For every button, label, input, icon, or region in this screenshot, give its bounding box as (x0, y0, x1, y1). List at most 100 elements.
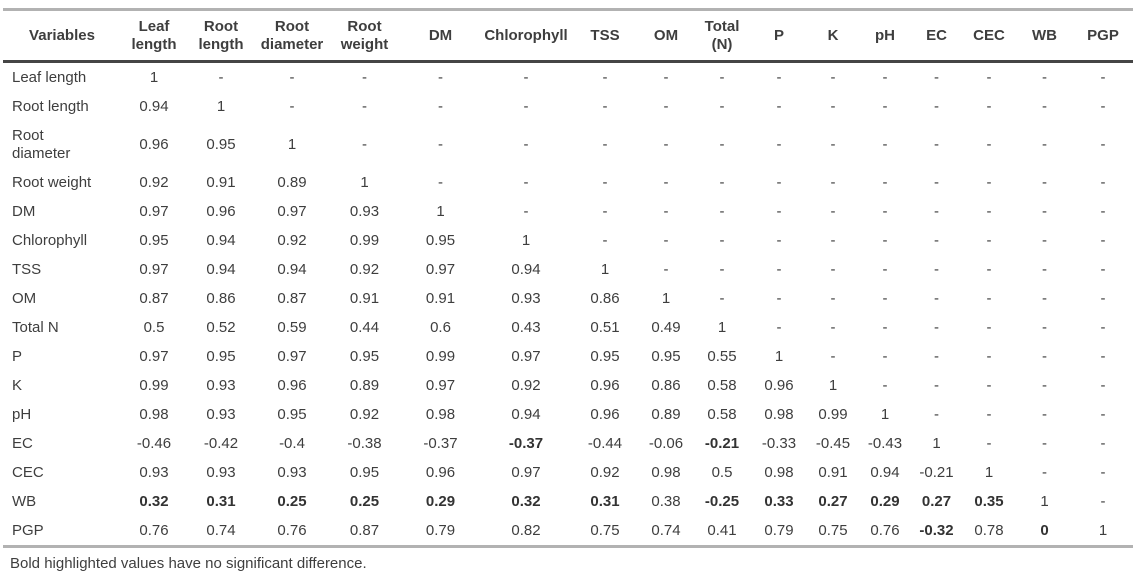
table-cell: - (719, 97, 725, 115)
table-cell: -0.06 (648, 434, 684, 452)
table-cell: - (1042, 347, 1047, 365)
table-footnote: Bold highlighted values have no signific… (10, 555, 367, 573)
table-cell: 0.87 (139, 289, 169, 307)
table-cell: 0.82 (511, 521, 541, 539)
table-cell: 0.97 (511, 463, 541, 481)
table-cell: 0.97 (425, 376, 456, 394)
table-cell: - (776, 260, 782, 278)
table-cell: 0.94 (206, 231, 236, 249)
table-cell: - (663, 173, 669, 191)
table-header: Variables Leaf length Root length Root diam… (3, 9, 1133, 64)
table-cell: - (934, 231, 939, 249)
table-row: EC -0.46 -0.42 -0.4 -0.38 -0.37 -0.37 -0.44 -0.0… (3, 429, 1133, 458)
table-cell: - (663, 68, 669, 86)
table-cell: 0.95 (651, 347, 681, 365)
table-cell: - (882, 135, 888, 153)
table-cell: 0.32 (139, 492, 169, 510)
table-cell: - (830, 202, 836, 220)
table-cell: 0.91 (425, 289, 456, 307)
table-cell: 1 (774, 347, 784, 365)
table-cell: 1 (436, 202, 445, 220)
row-label: EC (12, 434, 33, 452)
row-label: CEC (12, 463, 44, 481)
table-row: OM 0.87 0.86 0.87 0.91 0.91 0.93 0.86 1 - - - - - - - - (3, 284, 1133, 313)
table-cell: 0.96 (590, 376, 620, 394)
table-cell: - (1100, 347, 1106, 365)
table-cell: 0.93 (277, 463, 307, 481)
table-cell: 0.98 (764, 405, 794, 423)
table-cell: - (1042, 97, 1047, 115)
table-cell: - (882, 289, 888, 307)
table-cell: 0.98 (651, 463, 681, 481)
table-cell: 0.92 (511, 376, 541, 394)
table-cell: 0.94 (139, 97, 169, 115)
table-cell: - (934, 405, 939, 423)
table-cell: 0.93 (206, 463, 236, 481)
table-cell: 0.93 (349, 202, 380, 220)
row-label: WB (12, 492, 37, 510)
table-cell: 0.5 (711, 463, 733, 481)
table-cell: 0.97 (425, 260, 456, 278)
table-cell: - (934, 289, 939, 307)
table-cell: - (1042, 463, 1047, 481)
table-cell: - (882, 202, 888, 220)
table-cell: 0.91 (349, 289, 380, 307)
table-cell: - (719, 135, 725, 153)
table-row: K 0.99 0.93 0.96 0.89 0.97 0.92 0.96 0.86 0.58 0.9… (3, 371, 1133, 400)
table-cell: 0.97 (511, 347, 541, 365)
table-cell: - (719, 202, 725, 220)
table-cell: - (523, 135, 529, 153)
table-cell: - (1042, 405, 1047, 423)
table-cell: 0.79 (425, 521, 456, 539)
table-cell: 0.89 (349, 376, 380, 394)
table-cell: - (1100, 405, 1106, 423)
table-cell: 0.93 (206, 376, 236, 394)
table-cell: 0.95 (425, 231, 456, 249)
table-cell: - (986, 231, 992, 249)
table-cell: - (776, 97, 782, 115)
table-row: WB 0.32 0.31 0.25 0.25 0.29 0.32 0.31 0.38 -0.25 0… (3, 487, 1133, 516)
column-header: Chlorophyll (481, 9, 571, 64)
table-cell: 0.75 (818, 521, 848, 539)
table-cell: - (719, 68, 725, 86)
row-label: P (12, 347, 23, 365)
table-cell: - (830, 173, 836, 191)
table-cell: - (602, 97, 608, 115)
table-cell: 0.96 (139, 135, 169, 153)
row-label: DM (12, 202, 36, 220)
table-cell: 0.79 (764, 521, 794, 539)
table-cell: - (1100, 231, 1106, 249)
table-cell: 0.97 (277, 202, 307, 220)
table-cell: 0.25 (277, 492, 307, 510)
table-cell: 0.86 (651, 376, 681, 394)
table-cell: 0.55 (707, 347, 737, 365)
table-cell: 0.92 (277, 231, 307, 249)
table-cell: - (719, 231, 725, 249)
table-cell: 1 (600, 260, 610, 278)
table-cell: 1 (216, 97, 226, 115)
table-cell: 0.98 (764, 463, 794, 481)
table-cell: - (1042, 434, 1047, 452)
table-cell: - (362, 68, 367, 86)
table-cell: - (776, 231, 782, 249)
table-cell: 0.96 (277, 376, 307, 394)
table-cell: - (830, 135, 836, 153)
table-cell: - (934, 376, 939, 394)
table-cell: - (986, 405, 992, 423)
table-cell: - (1100, 289, 1106, 307)
table-cell: 0.43 (511, 318, 541, 336)
table-cell: - (663, 260, 669, 278)
table-cell: 0.74 (651, 521, 681, 539)
table-cell: - (719, 289, 725, 307)
table-cell: 0.87 (277, 289, 307, 307)
table-body: Leaf length 1 - - - - - - - - - - - - - - - Root length 0.… (3, 62, 1133, 547)
table-cell: 0.29 (870, 492, 900, 510)
table-cell: - (1100, 97, 1106, 115)
table-cell: - (663, 97, 669, 115)
row-label: PGP (12, 521, 44, 539)
table-cell: - (1042, 289, 1047, 307)
table-cell: 1 (984, 463, 994, 481)
table-cell: - (830, 347, 836, 365)
table-cell: 1 (521, 231, 531, 249)
table-cell: 0.95 (277, 405, 307, 423)
